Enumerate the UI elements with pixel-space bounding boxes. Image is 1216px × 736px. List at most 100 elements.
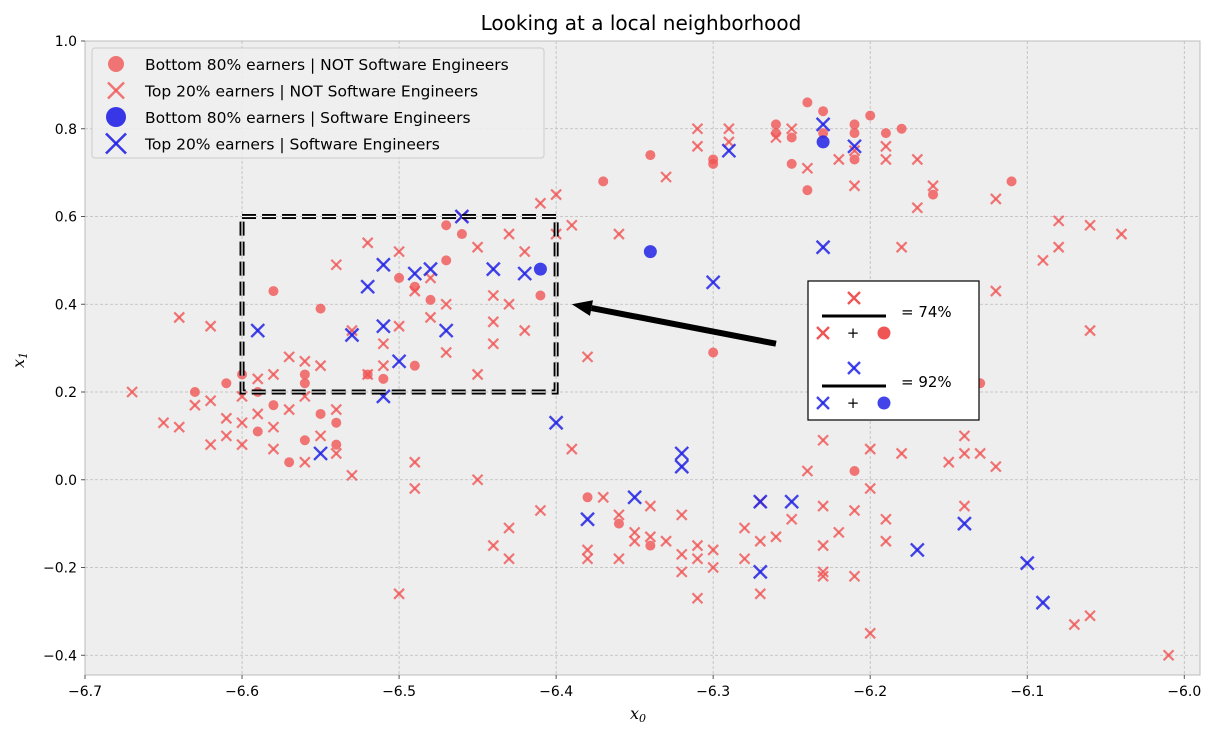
scatter-point-x [675,566,688,578]
scatter-point-circle [299,378,310,389]
scatter-point-x [864,482,876,495]
scatter-point-x [283,351,295,363]
scatter-point-x [707,561,719,574]
scatter-point-x [440,346,452,359]
scatter-point-x [880,153,892,166]
scatter-point-x [409,482,421,495]
scatter-point-x [344,327,360,343]
scatter-point-x [801,162,814,175]
scatter-point-x [393,245,405,258]
scatter-point-x [361,237,374,249]
scatter-point-x [566,219,578,232]
scatter-point-circle [284,457,295,468]
scatter-point-x [801,465,814,477]
scatter-point-x [880,535,892,547]
scatter-point-circle [928,189,939,200]
scatter-point-x [487,337,500,350]
scatter-point-circle [896,123,907,134]
scatter-point-circle [818,106,829,117]
scatter-point-circle [708,154,719,165]
scatter-point-circle [268,400,279,411]
inset-top20-se-x-numerator [847,361,861,375]
y-axis-label-sub: 1 [17,352,30,359]
scatter-point-circle [189,387,200,398]
inset-top20-not-se-x [816,326,830,340]
x-tick-label: −6.1 [1010,684,1044,700]
scatter-point-x [518,324,531,337]
scatter-point-circle [409,360,420,371]
scatter-point-x [503,552,515,565]
legend-label: Top 20% earners | NOT Software Engineers [144,83,478,101]
scatter-point-x [628,535,641,547]
scatter-point-x [173,421,186,433]
scatter-point-circle [456,229,467,240]
scatter-point-circle [535,290,546,301]
scatter-point-x [958,500,971,512]
scatter-point-x [1162,649,1175,662]
scatter-point-x [785,122,798,135]
scatter-point-x [909,542,925,558]
scatter-point-circle [252,426,263,437]
scatter-point-x [330,447,343,460]
scatter-point-x [817,434,829,447]
scatter-point-x [817,566,829,578]
scatter-point-x [204,395,217,407]
scatter-point-x [314,430,327,442]
scatter-point-x [1035,595,1051,610]
scatter-point-x [189,399,201,411]
scatter-point-x [785,513,798,526]
scatter-point-x [391,353,407,369]
scatter-point-x [613,509,625,521]
scatter-point-x [471,473,484,486]
scatter-point-circle [849,154,860,165]
x-tick-label: −6.3 [696,684,730,700]
scatter-point-x [299,355,311,368]
y-tick-label: 0.4 [55,297,77,313]
scatter-point-x [691,592,704,604]
scatter-point-circle [533,262,547,276]
scatter-point-x [990,285,1002,297]
scatter-point-x [1052,241,1065,253]
scatter-point-circle [643,245,657,259]
scatter-point-x [927,180,939,192]
scatter-point-circle [425,294,436,305]
scatter-point-x [126,386,138,398]
scatter-point-x [660,171,672,183]
y-tick-label: 0.6 [55,210,77,226]
legend-marker-circle [106,107,126,127]
scatter-point-x [503,522,515,534]
x-tick-label: −6.0 [1167,684,1201,700]
scatter-point-circle [880,128,891,139]
scatter-point-x [833,526,845,539]
scatter-point-x [393,588,405,600]
scatter-point-x [346,469,358,482]
scatter-point-x [409,285,421,297]
scatter-point-x [817,500,829,512]
scatter-point-x [1115,228,1128,240]
scatter-point-x [880,513,892,526]
scatter-point-x [1052,215,1065,227]
scatter-point-x [958,430,971,442]
scatter-point-x [723,136,735,148]
pointer-arrow [571,300,777,347]
scatter-point-circle [816,135,830,149]
scatter-point-x [957,516,972,531]
scatter-point-x [1084,609,1096,622]
scatter-point-circle [299,435,310,446]
scatter-point-x [895,447,908,460]
scatter-point-circle [394,272,405,283]
scatter-point-x [251,373,264,385]
scatter-point-x [283,403,295,416]
inset-top20-se-x [816,396,830,410]
scatter-point-x [548,415,564,431]
scatter-point-x [815,239,831,255]
y-tick-label: 1.0 [55,34,77,50]
x-axis-label: x0 [630,704,646,725]
scatter-point-x [847,138,862,154]
scatter-point-x [251,408,264,420]
scatter-point-x [314,359,327,372]
scatter-point-x [487,539,500,552]
legend-label: Bottom 80% earners | NOT Software Engine… [145,56,509,74]
scatter-point-circle [849,128,860,139]
